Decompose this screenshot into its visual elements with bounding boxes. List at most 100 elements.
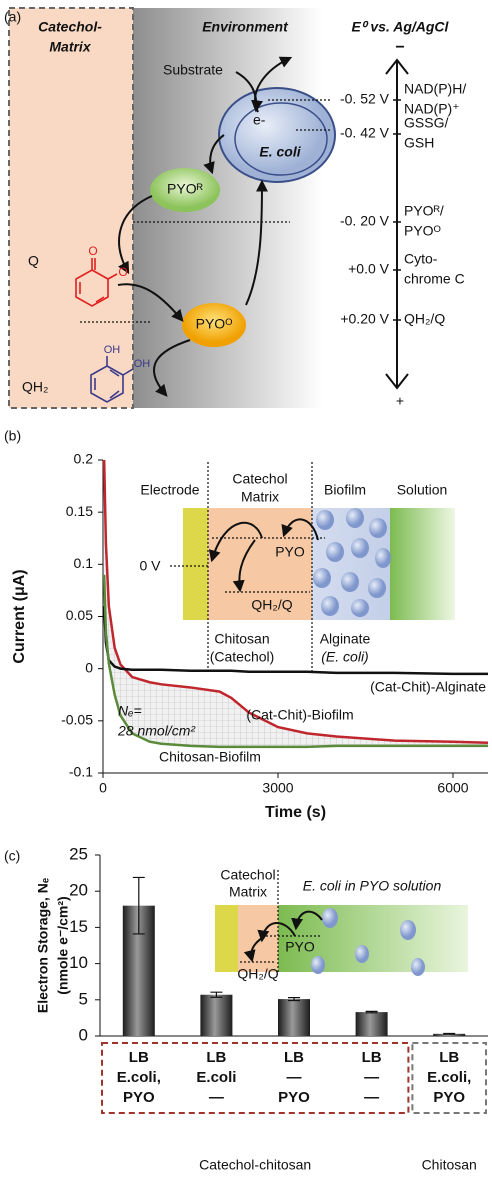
panel-label: (c) bbox=[4, 848, 20, 864]
x-tick-label: E.coli, bbox=[427, 1069, 471, 1086]
redox-couple: GSSG/ bbox=[404, 115, 448, 131]
solution-region bbox=[390, 508, 455, 620]
x-axis-title: Time (s) bbox=[265, 804, 326, 821]
inset-label: Catechol bbox=[232, 471, 287, 487]
hydroxyl-label: OH bbox=[104, 344, 121, 356]
inset-label: Electrode bbox=[140, 482, 199, 498]
y-tick-label: 25 bbox=[69, 844, 88, 863]
panel-a: (a) Catechol- Matrix Environment E⁰ vs. … bbox=[4, 8, 450, 409]
x-tick-label: LB bbox=[129, 1049, 149, 1066]
x-tick-label: PYO bbox=[123, 1089, 155, 1106]
y-tick-label: 20 bbox=[69, 881, 88, 900]
inset-label: QH₂/Q bbox=[237, 966, 278, 982]
quinone-label: Q bbox=[28, 253, 39, 269]
redox-couple: NAD(P)H/ bbox=[404, 81, 466, 97]
x-tick-label: E.coli, bbox=[117, 1069, 161, 1086]
potential-value: -0. 20 V bbox=[340, 213, 390, 229]
electrode-region bbox=[183, 508, 208, 620]
inset-label: Matrix bbox=[241, 489, 279, 505]
y-axis-title: Current (μA) bbox=[11, 569, 28, 663]
y-tick-label: 0 bbox=[79, 1025, 88, 1044]
panel-label: (b) bbox=[4, 428, 21, 444]
inset-label: PYO bbox=[285, 939, 315, 955]
x-tick-label: LB bbox=[439, 1049, 459, 1066]
axis-top-sign: − bbox=[395, 39, 404, 56]
y-tick-label: 10 bbox=[69, 953, 88, 972]
bar bbox=[278, 999, 310, 1036]
panel-label: (a) bbox=[4, 9, 21, 25]
y-tick-label: 0.2 bbox=[74, 451, 94, 467]
annotation: 28 nmol/cm² bbox=[117, 723, 196, 739]
environment-region bbox=[133, 8, 323, 408]
group-label: Catechol-chitosan bbox=[199, 1157, 311, 1173]
inset-label: E. coli in PYO solution bbox=[303, 878, 442, 894]
pyo-oxidized-label: PYOᴼ bbox=[196, 316, 233, 332]
y-tick-label: -0.1 bbox=[69, 764, 93, 780]
x-tick-label: — bbox=[209, 1089, 224, 1106]
inset-label: Chitosan bbox=[214, 631, 269, 647]
y-tick-label: 0.1 bbox=[74, 555, 94, 571]
inset-label: PYO bbox=[275, 544, 305, 560]
inset-label: Catechol bbox=[220, 867, 275, 883]
y-axis-title: (nmole e⁻/cm²) bbox=[55, 896, 71, 994]
axis-bottom-sign: + bbox=[396, 393, 404, 409]
redox-couple: Cyto- bbox=[404, 251, 438, 267]
x-tick-label: 0 bbox=[99, 780, 107, 796]
x-tick-label: — bbox=[364, 1069, 379, 1086]
inset-label: Solution bbox=[397, 482, 448, 498]
substrate-label: Substrate bbox=[163, 62, 223, 78]
redox-couple: GSH bbox=[404, 135, 434, 151]
inset-label: Matrix bbox=[229, 884, 267, 900]
inset-label: (E. coli) bbox=[321, 649, 368, 665]
redox-couple: PYOᴿ/ bbox=[404, 203, 444, 219]
catechol-label: QH₂ bbox=[22, 379, 48, 395]
x-tick-label: E.coli bbox=[196, 1069, 236, 1086]
inset-label: QH₂/Q bbox=[251, 597, 292, 613]
redox-couple: QH₂/Q bbox=[404, 311, 445, 327]
potential-value: -0. 52 V bbox=[340, 91, 390, 107]
oxygen-label: O bbox=[118, 265, 127, 279]
environment-title: Environment bbox=[202, 19, 289, 35]
group-label: Chitosan bbox=[422, 1157, 477, 1173]
inset-label: Alginate bbox=[320, 631, 371, 647]
x-tick-label: 3000 bbox=[262, 780, 293, 796]
bar bbox=[356, 1012, 388, 1036]
pyo-reduced-label: PYOᴿ bbox=[167, 181, 204, 197]
inset-label: Biofilm bbox=[324, 482, 366, 498]
redox-couple: PYOᴼ bbox=[404, 223, 441, 239]
potential-value: -0. 42 V bbox=[340, 125, 390, 141]
x-tick-label: 6000 bbox=[437, 780, 468, 796]
potential-value: +0.20 V bbox=[340, 311, 389, 327]
matrix-title: Catechol- bbox=[38, 19, 102, 35]
axis-title: E⁰ vs. Ag/AgCl bbox=[352, 19, 450, 35]
x-tick-label: LB bbox=[206, 1049, 226, 1066]
inset-label: (Catechol) bbox=[210, 649, 275, 665]
ecoli-label: E. coli bbox=[259, 144, 301, 160]
electron-label: e- bbox=[253, 112, 266, 128]
matrix-title: Matrix bbox=[49, 39, 91, 55]
error-bar bbox=[443, 1033, 455, 1034]
redox-couple: chrome C bbox=[404, 271, 465, 287]
x-tick-label: LB bbox=[284, 1049, 304, 1066]
hydroxyl-label: OH bbox=[134, 358, 151, 370]
x-tick-label: — bbox=[364, 1089, 379, 1106]
inset-label: 0 V bbox=[139, 558, 161, 574]
y-axis-title: Electron Storage, Nₑ bbox=[35, 878, 51, 1013]
y-tick-label: -0.05 bbox=[61, 712, 93, 728]
series-label: (Cat-Chit)-Alginate bbox=[370, 679, 486, 695]
oxygen-label: O bbox=[88, 244, 97, 258]
x-tick-label: PYO bbox=[433, 1089, 465, 1106]
x-tick-label: — bbox=[287, 1069, 302, 1086]
electrode-region bbox=[215, 905, 238, 972]
panel-c-inset: Catechol Matrix E. coli in PYO solution … bbox=[215, 867, 468, 982]
annotation: Nₑ= bbox=[118, 703, 142, 719]
y-tick-label: 0.05 bbox=[66, 607, 93, 623]
series-label: Chitosan-Biofilm bbox=[159, 749, 261, 765]
y-tick-label: 5 bbox=[79, 989, 88, 1008]
ecoli-cell bbox=[219, 88, 335, 182]
potential-value: +0.0 V bbox=[348, 261, 390, 277]
x-tick-label: LB bbox=[362, 1049, 382, 1066]
series-label: (Cat-Chit)-Biofilm bbox=[246, 707, 353, 723]
y-tick-label: 0 bbox=[85, 659, 93, 675]
x-tick-label: PYO bbox=[278, 1089, 310, 1106]
